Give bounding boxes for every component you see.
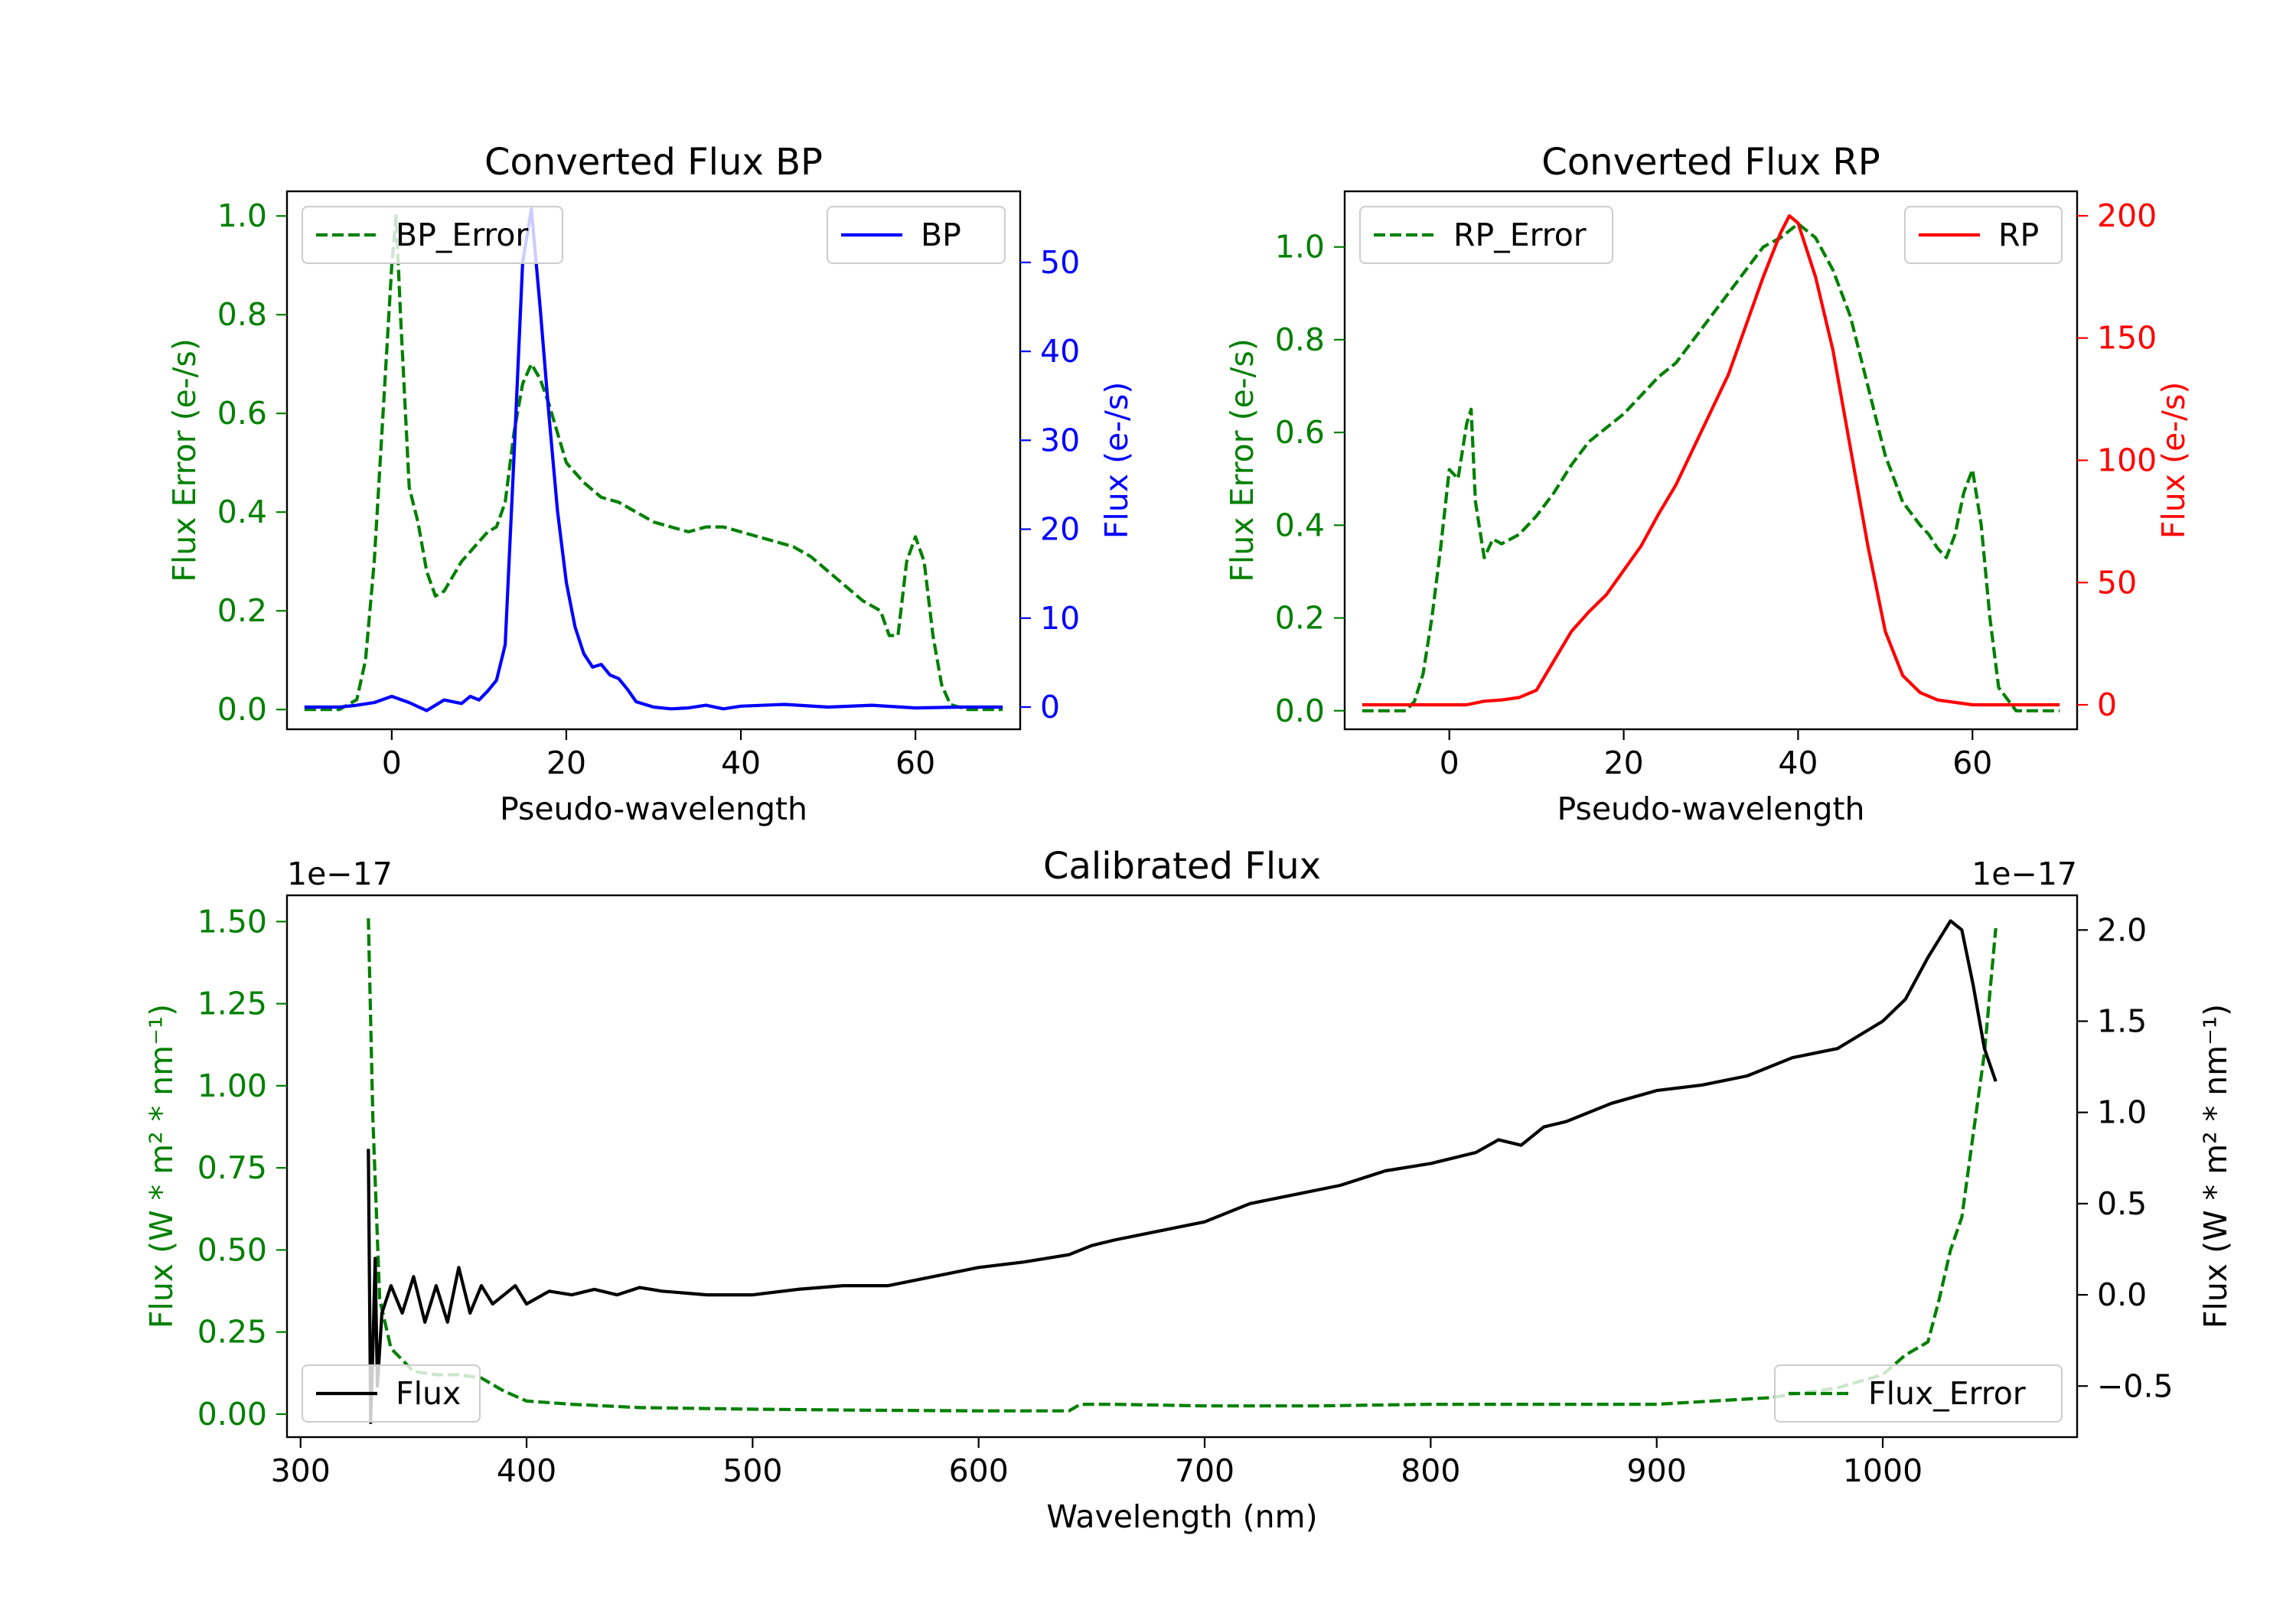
- legend-label: Flux: [396, 1375, 461, 1412]
- series-line-rp-error: [1362, 222, 2060, 712]
- series-line-flux-error: [367, 918, 1998, 1413]
- right-y-tick-label: 150: [2097, 320, 2157, 357]
- legend-label: RP_Error: [1453, 217, 1587, 253]
- left-y-tick-label: 1.25: [197, 986, 267, 1022]
- chart-title: Converted Flux BP: [484, 141, 823, 184]
- legend-box: [302, 206, 563, 264]
- x-axis-label: Pseudo-wavelength: [500, 790, 807, 827]
- right-y-tick-label: 30: [1040, 422, 1080, 458]
- x-tick-label: 40: [1778, 745, 1818, 781]
- x-tick-label: 60: [1952, 745, 1992, 781]
- legend-label: BP: [921, 217, 961, 253]
- legend-box: [1904, 206, 2063, 264]
- right-y-tick-label: 50: [1040, 244, 1080, 281]
- legend-label: Flux_Error: [1868, 1375, 2026, 1412]
- right-y-tick-label: 200: [2097, 197, 2157, 234]
- x-tick-label: 60: [895, 745, 935, 781]
- left-y-axis-label: Flux (W * m² * nm⁻¹): [143, 1004, 180, 1328]
- x-axis-label: Pseudo-wavelength: [1557, 790, 1864, 827]
- left-y-tick-label: 0.50: [197, 1231, 267, 1268]
- left-y-tick-label: 0.00: [197, 1396, 267, 1433]
- x-tick-label: 900: [1627, 1452, 1687, 1489]
- x-tick-label: 1000: [1843, 1452, 1923, 1489]
- legend-box: [1774, 1364, 2063, 1423]
- legend-rp: RP: [1904, 206, 2063, 264]
- chart-panel-3: 300 400 500 600 700 800 900 1000 0.00 0.25 0.50 0.7…: [143, 845, 2234, 1535]
- left-y-tick-label: 1.0: [1275, 229, 1325, 266]
- legend-flux: Flux: [302, 1364, 481, 1423]
- left-y-tick-label: 0.2: [1275, 600, 1325, 637]
- chart-panel-1: 0 20 40 60 0.0 0.2 0.4 0.6 0.8 1.0 0 10 20 30 40 50 Conv…: [166, 141, 1135, 827]
- left-y-axis-label: Flux Error (e-/s): [1224, 338, 1261, 582]
- right-y-axis-label: Flux (e-/s): [1098, 382, 1135, 539]
- chart-panel-2: 0 20 40 60 0.0 0.2 0.4 0.6 0.8 1.0 0 50 100 150 200 Con…: [1224, 141, 2192, 827]
- left-y-tick-label: 0.25: [197, 1314, 267, 1351]
- left-y-tick-label: 0.0: [1275, 693, 1325, 729]
- legend-box: [827, 206, 1006, 264]
- series-line-rp: [1362, 214, 2060, 707]
- right-y-tick-label: 20: [1040, 511, 1080, 548]
- right-y-tick-label: 40: [1040, 333, 1080, 370]
- right-y-tick-label: −0.5: [2097, 1367, 2174, 1404]
- left-y-tick-label: 0.2: [217, 592, 267, 629]
- left-offset-text: 1e−17: [287, 856, 393, 892]
- legend-box: [302, 1364, 481, 1423]
- right-y-axis-label: Flux (W * m² * nm⁻¹): [2197, 1004, 2234, 1328]
- left-y-tick-label: 1.50: [197, 903, 267, 940]
- left-y-tick-label: 1.00: [197, 1068, 267, 1104]
- x-axis-label: Wavelength (nm): [1046, 1498, 1317, 1535]
- chart-title: Converted Flux RP: [1541, 141, 1880, 184]
- x-tick-label: 40: [721, 745, 761, 781]
- series-line-bp-error: [304, 214, 1003, 712]
- x-tick-label: 300: [271, 1452, 331, 1489]
- legend-flux-error: Flux_Error: [1774, 1364, 2063, 1423]
- plot-frame: [1343, 190, 2079, 731]
- right-offset-text: 1e−17: [1971, 856, 2077, 892]
- right-y-tick-label: 0: [1040, 689, 1060, 725]
- x-tick-label: 600: [949, 1452, 1009, 1489]
- x-tick-label: 0: [1440, 745, 1459, 781]
- right-y-tick-label: 100: [2097, 442, 2157, 479]
- right-y-axis-label: Flux (e-/s): [2155, 382, 2192, 539]
- x-tick-label: 700: [1175, 1452, 1234, 1489]
- left-y-tick-label: 1.0: [217, 197, 267, 234]
- plot-frame: [285, 190, 1022, 731]
- legend-label: RP: [1998, 217, 2039, 253]
- right-y-tick-label: 0.0: [2097, 1276, 2147, 1313]
- left-y-axis-label: Flux Error (e-/s): [166, 338, 203, 582]
- left-y-tick-label: 0.75: [197, 1149, 267, 1186]
- chart-title: Calibrated Flux: [1043, 845, 1321, 888]
- x-tick-label: 500: [722, 1452, 782, 1489]
- right-y-tick-label: 1.0: [2097, 1094, 2147, 1131]
- plot-frame: [285, 894, 2079, 1439]
- x-tick-label: 20: [546, 745, 586, 781]
- left-y-tick-label: 0.6: [217, 395, 267, 432]
- x-tick-label: 400: [497, 1452, 556, 1489]
- left-y-tick-label: 0.4: [1275, 507, 1325, 543]
- right-y-tick-label: 0: [2097, 686, 2117, 723]
- left-y-tick-label: 0.8: [1275, 321, 1325, 358]
- left-y-tick-label: 0.6: [1275, 414, 1325, 451]
- legend-label: BP_Error: [396, 217, 528, 253]
- right-y-tick-label: 2.0: [2097, 911, 2147, 948]
- right-y-tick-label: 1.5: [2097, 1002, 2147, 1039]
- legend-rp-error: RP_Error: [1359, 206, 1613, 264]
- legend-bp: BP: [827, 206, 1006, 264]
- left-y-tick-label: 0.8: [217, 296, 267, 333]
- x-tick-label: 0: [382, 745, 402, 781]
- series-line-flux: [367, 919, 1998, 1425]
- legend-box: [1359, 206, 1613, 264]
- legend-bp-error: BP_Error: [302, 206, 563, 264]
- x-tick-label: 800: [1401, 1452, 1460, 1489]
- series-line-bp: [304, 207, 1003, 712]
- x-tick-label: 20: [1603, 745, 1643, 781]
- right-y-tick-label: 10: [1040, 600, 1080, 637]
- right-y-tick-label: 0.5: [2097, 1185, 2147, 1222]
- left-y-tick-label: 0.4: [217, 494, 267, 530]
- left-y-tick-label: 0.0: [217, 691, 267, 728]
- right-y-tick-label: 50: [2097, 564, 2137, 601]
